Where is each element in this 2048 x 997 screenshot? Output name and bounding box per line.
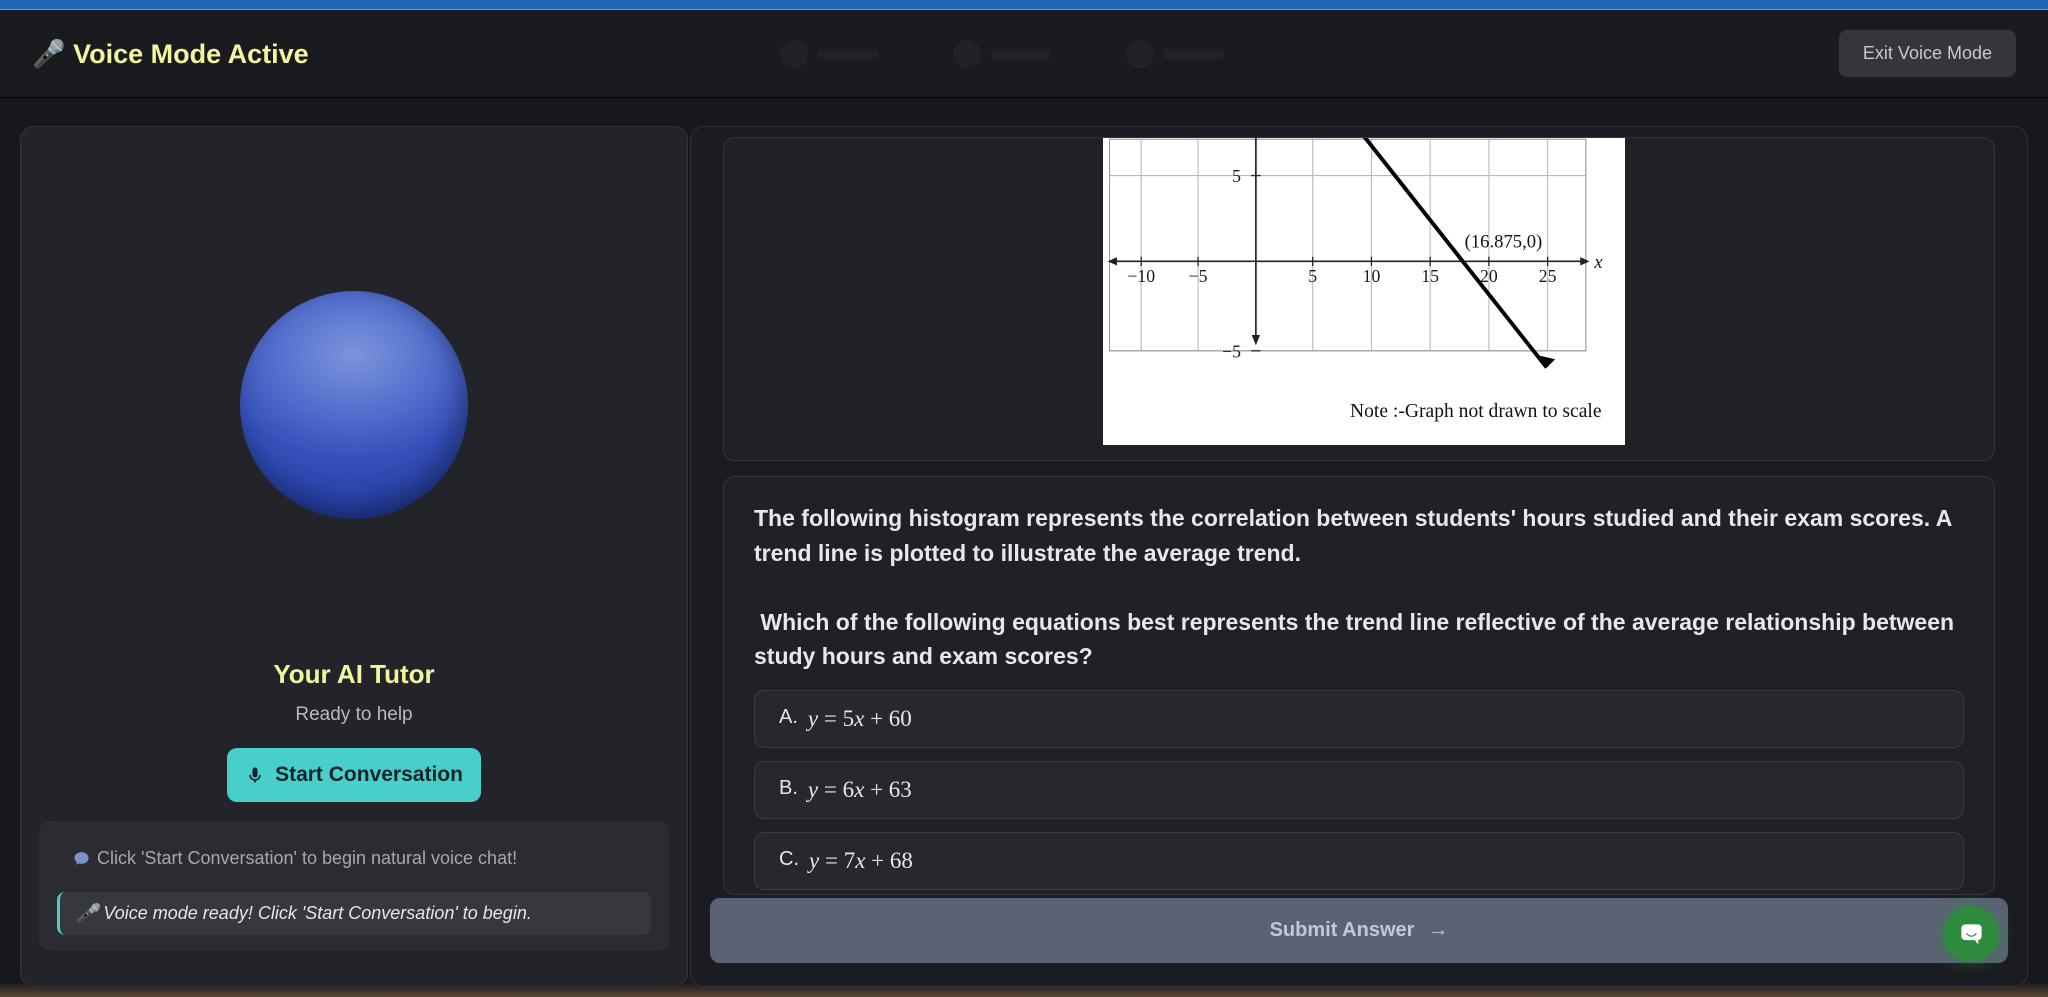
- svg-text:10: 10: [1363, 266, 1381, 286]
- svg-text:x: x: [1593, 252, 1603, 273]
- svg-text:(16.875,0): (16.875,0): [1465, 231, 1543, 252]
- svg-text:−10: −10: [1127, 266, 1155, 286]
- svg-text:25: 25: [1539, 266, 1557, 286]
- svg-text:20: 20: [1480, 266, 1498, 286]
- svg-text:Note :-Graph not drawn to scal: Note :-Graph not drawn to scale: [1350, 401, 1602, 422]
- svg-text:5: 5: [1308, 266, 1317, 286]
- svg-text:−5: −5: [1189, 266, 1208, 286]
- svg-text:5: 5: [1232, 166, 1241, 186]
- svg-text:15: 15: [1421, 266, 1439, 286]
- svg-text:−5: −5: [1222, 341, 1241, 361]
